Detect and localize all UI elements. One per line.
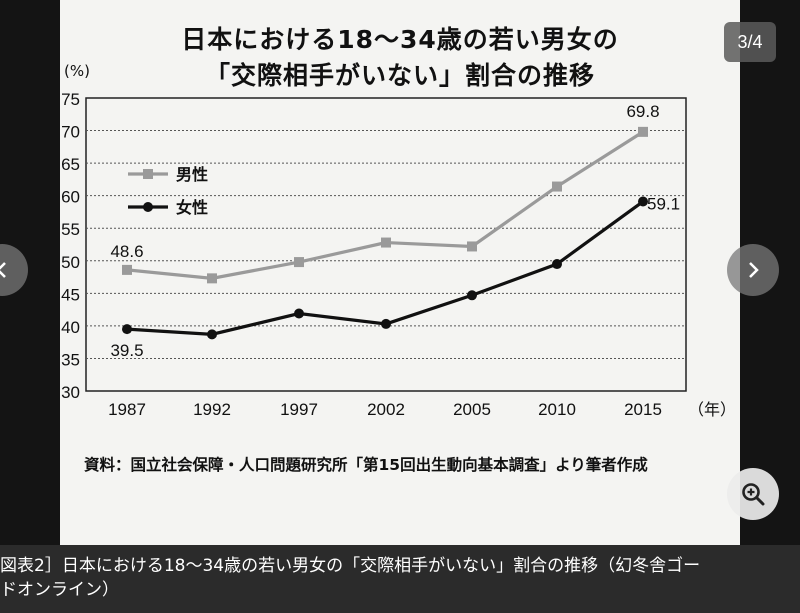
data-point-male: [467, 241, 477, 252]
data-point-female: [552, 259, 562, 270]
zoom-in-icon: [742, 483, 765, 506]
x-tick-label: 2005: [453, 400, 491, 419]
data-point-female: [467, 290, 477, 301]
y-tick-label: 50: [61, 253, 80, 272]
x-tick-label: 1992: [193, 400, 231, 419]
chart-image: 日本における18〜34歳の若い男女の 「交際相手がいない」割合の推移 30 35 4…: [60, 0, 740, 545]
data-point-male: [381, 237, 391, 248]
chart-title-line1: 日本における18〜34歳の若い男女の: [181, 25, 619, 54]
y-axis-label: (%): [64, 62, 90, 80]
data-label: 59.1: [647, 195, 680, 214]
y-tick-label: 55: [61, 220, 80, 239]
chevron-left-icon: [0, 262, 6, 278]
y-tick-label: 35: [61, 350, 80, 369]
data-point-female: [294, 308, 304, 319]
y-tick-label: 60: [61, 188, 80, 207]
zoom-in-button[interactable]: [727, 468, 779, 520]
caption-line-1: 図表2］日本における18〜34歳の若い男女の「交際相手がいない」割合の推移（幻冬…: [0, 556, 701, 576]
source-note: 資料：国立社会保障・人口問題研究所「第15回出生動向基本調査」より筆者作成: [84, 455, 648, 474]
y-tick-label: 40: [61, 318, 80, 337]
chart-title-line2: 「交際相手がいない」割合の推移: [204, 61, 595, 90]
y-tick-label: 65: [61, 155, 80, 174]
data-point-female: [207, 329, 217, 340]
line-chart: 30 35 40 45 50 55 60 65 70 75 (%) 1987 1992 1997 2002 2…: [61, 62, 736, 474]
data-point-female: [122, 324, 132, 335]
chevron-right-icon: [749, 262, 759, 278]
x-tick-label: 1997: [280, 400, 318, 419]
image-viewer: 日本における18〜34歳の若い男女の 「交際相手がいない」割合の推移 30 35 4…: [0, 0, 800, 545]
x-tick-label: 2015: [624, 400, 662, 419]
data-point-female: [638, 196, 648, 207]
x-tick-label: 2010: [538, 400, 576, 419]
data-point-male: [122, 264, 132, 275]
data-point-male: [552, 181, 562, 192]
y-tick-label: 70: [61, 123, 80, 142]
data-point-male: [294, 257, 304, 268]
data-label: 69.8: [626, 102, 659, 121]
legend-label: 男性: [176, 165, 208, 184]
legend-marker: [143, 169, 153, 179]
data-point-male: [638, 126, 648, 137]
image-counter: 3/4: [724, 22, 776, 62]
y-tick-label: 45: [61, 285, 80, 304]
x-tick-label: 2002: [367, 400, 405, 419]
y-tick-label: 30: [61, 383, 80, 402]
caption-line-2: ドオンライン）: [0, 580, 119, 600]
y-tick-label: 75: [61, 90, 80, 109]
data-label: 48.6: [110, 242, 143, 261]
legend-label: 女性: [176, 198, 208, 217]
next-image-button[interactable]: [727, 244, 779, 296]
data-point-male: [207, 273, 217, 284]
data-point-female: [381, 318, 391, 329]
image-caption: 図表2］日本における18〜34歳の若い男女の「交際相手がいない」割合の推移（幻冬…: [0, 545, 800, 613]
previous-image-button[interactable]: [0, 244, 28, 296]
x-tick-label: 1987: [108, 400, 146, 419]
data-label: 39.5: [110, 341, 143, 360]
legend-marker: [143, 202, 153, 212]
x-axis-label: （年）: [688, 400, 736, 419]
